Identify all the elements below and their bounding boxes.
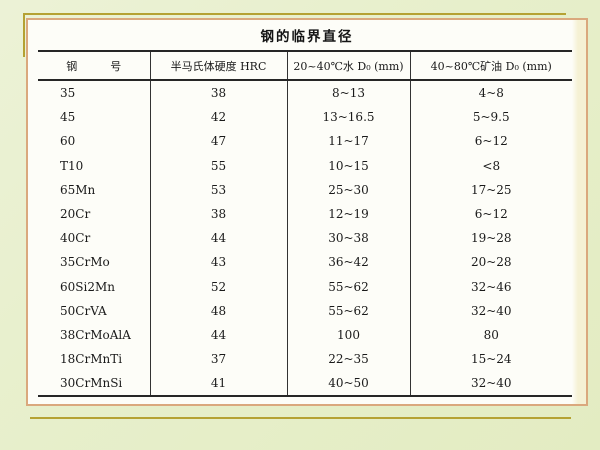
oil-diameter-cell: 80	[409, 322, 572, 348]
water-diameter-cell: 30~38	[286, 226, 410, 251]
water-diameter-cell: 55~62	[286, 298, 410, 323]
steel-grade-cell: T10	[60, 158, 84, 173]
table-row: 20Cr 38 12~19 6~12	[38, 201, 572, 227]
table-row: 45 42 13~16.5 5~9.5	[38, 105, 572, 130]
water-diameter-cell: 11~17	[286, 129, 410, 154]
hardness-cell: 47	[149, 129, 287, 154]
oil-diameter-cell: 4~8	[409, 80, 572, 106]
table-row: 40Cr 44 30~38 19~28	[38, 226, 572, 251]
steel-grade-cell: 60	[60, 134, 76, 149]
table-title: 钢的临界直径	[260, 29, 354, 45]
column-header-hardness-hrc: 半马氏体硬度 HRC	[149, 50, 287, 81]
oil-diameter-cell: 32~40	[409, 298, 572, 323]
table-row: T10 55 10~15 <8	[38, 153, 572, 178]
steel-grade-cell: 60Si2Mn	[60, 279, 115, 294]
steel-grade-cell: 40Cr	[60, 231, 91, 246]
hardness-cell: 44	[149, 226, 287, 251]
table-row: 30CrMnSi 41 40~50 32~40	[38, 371, 572, 398]
table-row: 35 38 8~13 4~8	[38, 80, 572, 106]
table-row: 35CrMo 43 36~42 20~28	[38, 250, 572, 275]
oil-diameter-cell: 32~40	[409, 371, 572, 398]
accent-line-left	[23, 13, 25, 57]
header-row: 钢 号 半马氏体硬度 HRC 20~40℃水 D₀ (mm) 40~80℃矿油 …	[38, 50, 572, 81]
hardness-cell: 42	[149, 105, 287, 130]
table-header: 钢 号 半马氏体硬度 HRC 20~40℃水 D₀ (mm) 40~80℃矿油 …	[38, 50, 572, 81]
water-diameter-cell: 12~19	[286, 201, 410, 227]
water-diameter-cell: 36~42	[286, 250, 410, 275]
oil-diameter-cell: 15~24	[409, 347, 572, 372]
water-diameter-cell: 22~35	[286, 347, 410, 372]
oil-diameter-cell: 6~12	[409, 201, 572, 227]
hardness-cell: 55	[149, 153, 287, 178]
table-row: 60 47 11~17 6~12	[38, 129, 572, 154]
oil-diameter-cell: 5~9.5	[409, 105, 572, 130]
water-diameter-cell: 25~30	[286, 177, 410, 202]
water-diameter-cell: 13~16.5	[286, 105, 410, 130]
oil-diameter-cell: 32~46	[409, 274, 572, 299]
steel-grade-cell: 20Cr	[60, 207, 91, 222]
table-row: 65Mn 53 25~30 17~25	[38, 177, 572, 202]
column-header-oil-diameter: 40~80℃矿油 D₀ (mm)	[409, 50, 572, 81]
water-diameter-cell: 10~15	[286, 153, 410, 178]
scanned-table-image: 钢的临界直径 钢 号 半马氏体硬度 HRC 20~40℃水 D₀ (mm) 40…	[26, 18, 588, 406]
hardness-cell: 37	[149, 347, 287, 372]
column-header-water-diameter: 20~40℃水 D₀ (mm)	[286, 50, 410, 81]
steel-grade-cell: 35	[60, 86, 76, 101]
steel-grade-cell: 45	[60, 110, 76, 125]
hardness-cell: 53	[149, 177, 287, 202]
steel-grade-cell: 38CrMoAlA	[60, 327, 131, 342]
oil-diameter-cell: 6~12	[409, 129, 572, 154]
hardness-cell: 52	[149, 274, 287, 299]
steel-critical-diameter-table: 钢 号 半马氏体硬度 HRC 20~40℃水 D₀ (mm) 40~80℃矿油 …	[38, 50, 572, 398]
table-row: 18CrMnTi 37 22~35 15~24	[38, 347, 572, 372]
water-diameter-cell: 8~13	[286, 80, 410, 106]
accent-line-bottom	[30, 417, 571, 419]
column-header-steel-grade: 钢 号	[38, 50, 150, 81]
hardness-cell: 44	[149, 322, 287, 348]
water-diameter-cell: 40~50	[286, 371, 410, 398]
steel-grade-cell: 35CrMo	[60, 255, 110, 270]
accent-line-top	[23, 13, 566, 15]
steel-grade-cell: 30CrMnSi	[38, 371, 150, 398]
oil-diameter-cell: <8	[409, 153, 572, 178]
hardness-cell: 38	[149, 201, 287, 227]
hardness-cell: 38	[149, 80, 287, 106]
steel-grade-cell: 50CrVA	[60, 303, 107, 318]
hardness-cell: 41	[149, 371, 287, 398]
oil-diameter-cell: 19~28	[409, 226, 572, 251]
water-diameter-cell: 100	[286, 322, 410, 348]
hardness-cell: 48	[149, 298, 287, 323]
table-body: 35 38 8~13 4~8 45 42 13~16.5 5~9.5 60 47…	[38, 80, 572, 398]
oil-diameter-cell: 17~25	[409, 177, 572, 202]
oil-diameter-cell: 20~28	[409, 250, 572, 275]
table-row: 60Si2Mn 52 55~62 32~46	[38, 274, 572, 299]
table-row: 50CrVA 48 55~62 32~40	[38, 298, 572, 323]
steel-grade-cell: 65Mn	[60, 182, 96, 197]
steel-grade-cell: 18CrMnTi	[60, 352, 123, 367]
table-row: 38CrMoAlA 44 100 80	[38, 322, 572, 348]
hardness-cell: 43	[149, 250, 287, 275]
water-diameter-cell: 55~62	[286, 274, 410, 299]
